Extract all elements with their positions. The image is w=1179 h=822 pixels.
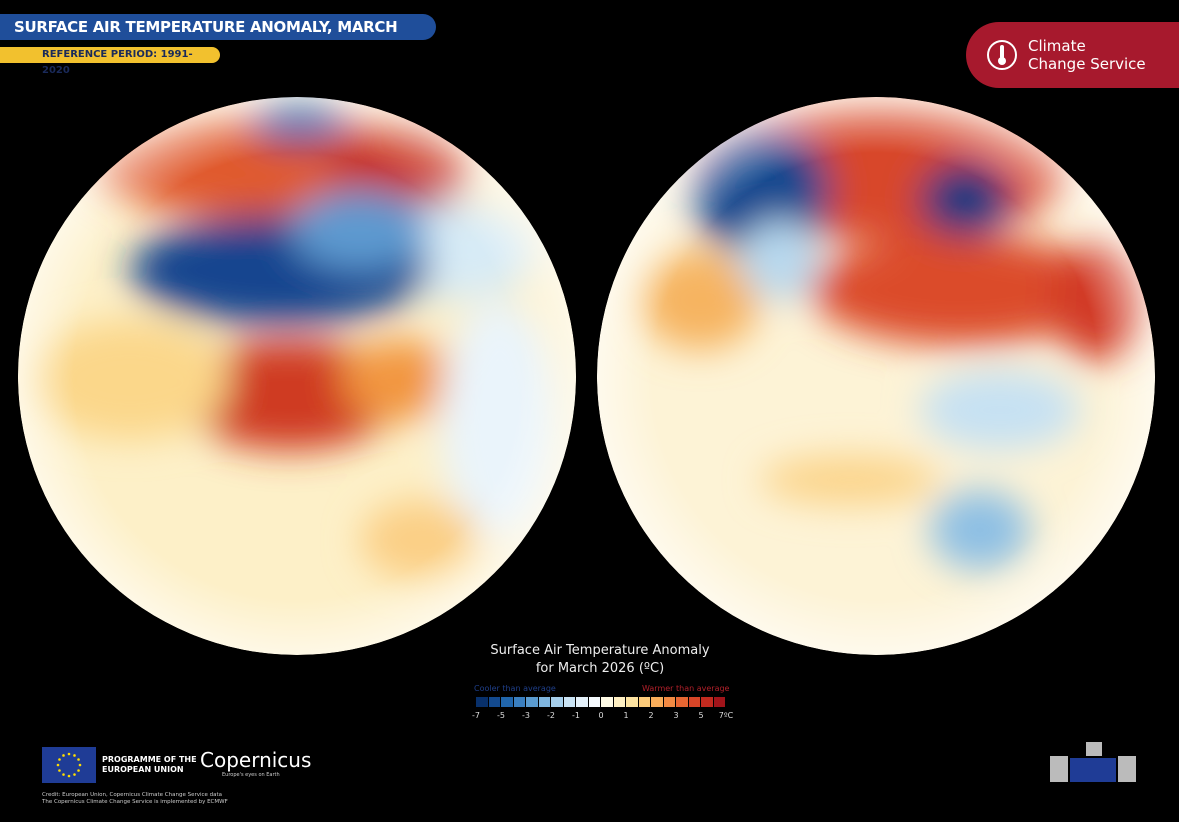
reference-period: REFERENCE PERIOD: 1991-2020 bbox=[0, 47, 220, 76]
colorbar-segment bbox=[476, 697, 488, 707]
colorbar-segment bbox=[588, 697, 600, 707]
colorbar-segment bbox=[563, 697, 575, 707]
colorbar-segment bbox=[613, 697, 625, 707]
warmer-label: Warmer than average bbox=[642, 684, 730, 693]
colorbar-tick-label: 5 bbox=[698, 711, 704, 720]
colorbar-segment bbox=[638, 697, 650, 707]
copernicus-logo: Copernicus Europe's eyes on Earth bbox=[200, 748, 311, 778]
eu-flag-logo bbox=[42, 747, 96, 783]
colorbar-tick-label: -2 bbox=[547, 711, 555, 720]
colorbar-segment bbox=[713, 697, 725, 707]
colorbar-tick-label: 1 bbox=[623, 711, 629, 720]
colorbar-segment bbox=[576, 697, 588, 707]
brand-line1: Climate bbox=[1028, 37, 1086, 55]
credit-line2: The Copernicus Climate Change Service is… bbox=[42, 799, 228, 805]
colorbar-tick-label: -5 bbox=[497, 711, 505, 720]
european-commission-logo bbox=[1050, 742, 1136, 782]
colorbar bbox=[476, 697, 726, 707]
globe-americas bbox=[18, 97, 576, 655]
credit-line1: Credit: European Union, Copernicus Clima… bbox=[42, 792, 223, 798]
colorbar-segment bbox=[551, 697, 563, 707]
c3s-logo: Climate Change Service bbox=[966, 22, 1179, 88]
colorbar-tick-label: -3 bbox=[522, 711, 530, 720]
colorbar-tick-label: 0 bbox=[598, 711, 604, 720]
credit-text: Credit: European Union, Copernicus Clima… bbox=[42, 792, 228, 806]
colorbar-segment bbox=[501, 697, 513, 707]
colorbar-segment bbox=[513, 697, 525, 707]
legend-title: Surface Air Temperature Anomaly for March… bbox=[460, 642, 740, 678]
legend-title-line2: for March 2026 (ºC) bbox=[535, 661, 665, 676]
programme-line1: PROGRAMME OF THE bbox=[102, 755, 197, 764]
cooler-label: Cooler than average bbox=[474, 684, 556, 693]
colorbar-ticks: -7 -5 -3 -2 -1 0 1 2 3 5 7ºC bbox=[472, 711, 733, 723]
colorbar-segment bbox=[488, 697, 500, 707]
colorbar-tick-label: -7 bbox=[472, 711, 480, 720]
eu-programme-label: PROGRAMME OF THE EUROPEAN UNION bbox=[102, 755, 197, 775]
colorbar-segment bbox=[676, 697, 688, 707]
copernicus-tagline: Europe's eyes on Earth bbox=[222, 772, 280, 778]
colorbar-segment bbox=[651, 697, 663, 707]
colorbar-tick-label: -1 bbox=[572, 711, 580, 720]
brand-line2: Change Service bbox=[1028, 55, 1146, 73]
colorbar-tick-label: 7ºC bbox=[718, 711, 734, 720]
colorbar-segment bbox=[688, 697, 700, 707]
legend-title-line1: Surface Air Temperature Anomaly bbox=[490, 643, 710, 658]
colorbar-tick-label: 3 bbox=[673, 711, 679, 720]
colorbar-segment bbox=[701, 697, 713, 707]
programme-line2: EUROPEAN UNION bbox=[102, 765, 184, 774]
colorbar-segment bbox=[601, 697, 613, 707]
globe-europe-africa bbox=[597, 97, 1155, 655]
colorbar-tick-label: 2 bbox=[648, 711, 654, 720]
colorbar-segment bbox=[663, 697, 675, 707]
colorbar-segment bbox=[526, 697, 538, 707]
copernicus-name: Copernicus bbox=[200, 748, 312, 772]
colorbar-segment bbox=[538, 697, 550, 707]
c3s-thermometer-icon bbox=[987, 40, 1017, 70]
colorbar-segment bbox=[626, 697, 638, 707]
